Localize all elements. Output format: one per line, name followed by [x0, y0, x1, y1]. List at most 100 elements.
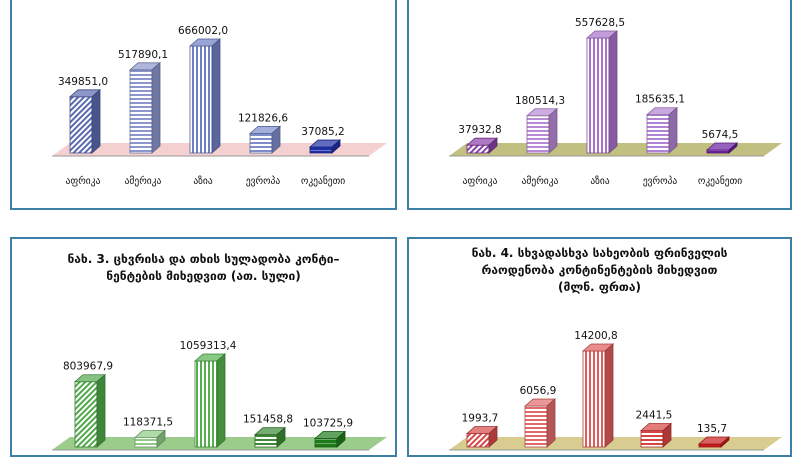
value-label-5: 103725,9 — [303, 418, 353, 430]
bar-1 — [465, 137, 499, 154]
chart-title-3-line-2: ნენტების მიხედვით (ათ. სული) — [106, 269, 301, 283]
bar-front — [706, 149, 730, 154]
value-label-4: 151458,8 — [243, 414, 293, 426]
bar-front — [254, 434, 278, 448]
chart-panel-2: 37932,8 აფრიკა 180514,3 ამერიკა 557628,5 აზია… — [407, 0, 792, 210]
bar-front — [74, 381, 98, 448]
bar-4 — [253, 426, 287, 448]
chart-panel-1: 349851,0 აფრიკა 517890,1 ამერიკა 666002,0 აზი… — [10, 0, 397, 210]
bar-front — [194, 360, 218, 448]
bar-side — [488, 425, 498, 448]
bar-5 — [705, 142, 739, 154]
bar-side — [211, 38, 221, 154]
value-label-5: 5674,5 — [702, 129, 739, 141]
bar-4 — [248, 125, 282, 154]
value-label-3: 14200,8 — [574, 330, 617, 342]
bar-front — [129, 69, 153, 154]
bar-front — [134, 436, 158, 448]
category-label-4: ევროპა — [643, 176, 678, 187]
value-label-5: 37085,2 — [301, 126, 344, 138]
bar-front — [524, 405, 548, 448]
bar-chart-2: 37932,8 აფრიკა 180514,3 ამერიკა 557628,5 აზია… — [449, 17, 782, 187]
value-label-4: 185635,1 — [635, 94, 685, 106]
value-label-1: 349851,0 — [58, 76, 108, 88]
category-label-3: აზია — [590, 176, 609, 187]
bar-side — [91, 88, 101, 154]
bar-4 — [639, 422, 673, 448]
bar-front — [582, 350, 606, 448]
value-label-2: 6056,9 — [520, 385, 557, 397]
value-label-3: 666002,0 — [178, 25, 228, 37]
bar-side — [156, 429, 166, 448]
category-label-5: ოკეანეთი — [698, 176, 742, 187]
chart-title-4-line-1: ნახ. 4. სხვადასხვა სახეობის ფრინველის — [471, 246, 728, 260]
bar-chart-4: 1993,7 6056,9 14200,8 2441,5 135,7 — [449, 330, 782, 451]
value-label-1: 1993,7 — [462, 413, 499, 425]
chart-title-4: ნახ. 4. სხვადასხვა სახეობის ფრინველის რა… — [409, 245, 790, 296]
category-label-3: აზია — [193, 176, 212, 187]
chart-panel-4: ნახ. 4. სხვადასხვა სახეობის ფრინველის რა… — [407, 237, 792, 457]
bar-side — [96, 373, 106, 448]
value-label-1: 803967,9 — [63, 361, 113, 373]
bar-3 — [581, 343, 615, 448]
category-label-2: ამერიკა — [125, 176, 162, 187]
bar-2 — [523, 398, 557, 448]
value-label-4: 121826,6 — [238, 112, 288, 124]
bar-front — [646, 114, 670, 154]
bar-side — [728, 142, 738, 154]
value-label-3: 557628,5 — [575, 17, 625, 29]
bar-side — [151, 61, 161, 154]
bar-side — [548, 107, 558, 154]
bar-1 — [73, 373, 107, 448]
bar-side — [488, 137, 498, 154]
category-label-1: აფრიკა — [66, 176, 101, 187]
bar-3 — [193, 353, 227, 448]
bar-front — [466, 144, 490, 154]
bar-5 — [313, 430, 347, 448]
bar-1 — [68, 88, 102, 154]
bar-2 — [525, 107, 559, 154]
value-label-1: 37932,8 — [458, 124, 501, 136]
bar-chart-1: 349851,0 აფრიკა 517890,1 ამერიკა 666002,0 აზი… — [52, 25, 387, 187]
chart-title-3: ნახ. 3. ცხვრისა და თხის სულადობა კონტი– … — [12, 251, 395, 285]
bar-3 — [188, 38, 222, 154]
bar-side — [604, 343, 614, 448]
bar-side — [668, 106, 678, 154]
bar-side — [546, 398, 556, 448]
bar-front — [698, 443, 722, 448]
chart-panel-3: ნახ. 3. ცხვრისა და თხის სულადობა კონტი– … — [10, 237, 397, 457]
value-label-2: 118371,5 — [123, 416, 173, 428]
bar-front — [526, 115, 550, 154]
value-label-3: 1059313,4 — [180, 340, 237, 352]
bar-3 — [585, 30, 619, 154]
category-label-1: აფრიკა — [463, 176, 498, 187]
bar-side — [276, 426, 286, 448]
bar-front — [586, 37, 610, 154]
bar-front — [189, 45, 213, 154]
bar-2 — [133, 429, 167, 448]
bar-chart-3: 803967,9 118371,5 1059313,4 151458,8 103725,… — [52, 340, 387, 451]
bar-5 — [308, 139, 342, 154]
bar-side — [331, 139, 341, 154]
bar-front — [309, 146, 333, 154]
bar-side — [608, 30, 618, 154]
chart-title-3-line-1: ნახ. 3. ცხვრისა და თხის სულადობა კონტი– — [67, 252, 340, 266]
bar-front — [69, 96, 93, 154]
value-label-2: 517890,1 — [118, 49, 168, 61]
bar-side — [271, 125, 281, 154]
chart-title-4-line-3: (მლნ. ფრთა) — [558, 280, 641, 294]
bar-4 — [645, 106, 679, 154]
chart-floor — [449, 437, 782, 450]
value-label-4: 2441,5 — [636, 409, 673, 421]
bar-1 — [465, 425, 499, 448]
chart-title-4-line-2: რაოდენობა კონტინენტების მიხედვით — [481, 263, 718, 277]
value-label-5: 135,7 — [697, 423, 727, 435]
bar-side — [662, 422, 672, 448]
category-label-2: ამერიკა — [522, 176, 559, 187]
bar-2 — [128, 61, 162, 154]
bar-front — [249, 133, 273, 154]
bar-side — [216, 353, 226, 448]
bar-front — [314, 438, 338, 448]
value-label-2: 180514,3 — [515, 95, 565, 107]
bar-side — [336, 430, 346, 448]
